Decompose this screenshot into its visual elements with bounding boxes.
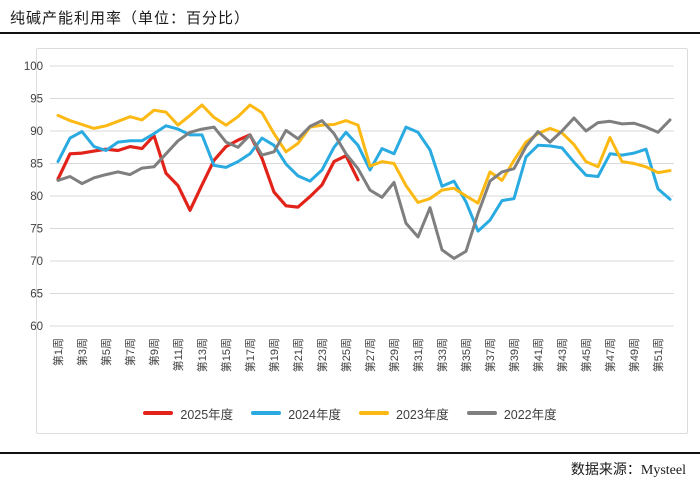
x-tick-label: 第31周 bbox=[411, 338, 425, 372]
y-tick-label: 85 bbox=[30, 159, 43, 171]
legend-item-2023[interactable]: 2023年度 bbox=[359, 404, 449, 423]
x-tick-label: 第45周 bbox=[579, 338, 593, 372]
x-tick-label: 第27周 bbox=[363, 338, 377, 372]
y-tick-label: 70 bbox=[30, 256, 43, 268]
title-divider bbox=[0, 32, 700, 34]
data-source-note: 数据来源：Mysteel bbox=[570, 463, 686, 478]
x-tick-label: 第13周 bbox=[195, 338, 209, 372]
x-tick-label: 第41周 bbox=[531, 338, 545, 372]
legend-label-2025: 2025年度 bbox=[180, 407, 234, 422]
footer-divider bbox=[0, 452, 700, 454]
y-tick-label: 95 bbox=[30, 94, 43, 106]
x-tick-label: 第21周 bbox=[291, 338, 305, 372]
x-tick-label: 第1周 bbox=[51, 338, 65, 366]
x-tick-label: 第7周 bbox=[123, 338, 137, 366]
y-tick-label: 90 bbox=[30, 126, 43, 138]
legend-swatch-2024 bbox=[251, 411, 282, 415]
series-line-2022年度 bbox=[56, 116, 672, 260]
x-tick-label: 第5周 bbox=[99, 338, 113, 366]
legend-label-2024: 2024年度 bbox=[288, 407, 341, 422]
legend-swatch-2022 bbox=[466, 411, 497, 415]
series-line-2023年度 bbox=[56, 103, 672, 205]
legend-item-2024[interactable]: 2024年度 bbox=[251, 404, 341, 423]
y-tick-label: 100 bbox=[24, 61, 43, 73]
x-tick-label: 第47周 bbox=[603, 338, 617, 372]
legend-label-2022: 2022年度 bbox=[503, 407, 557, 422]
x-tick-label: 第23周 bbox=[315, 338, 329, 372]
legend-item-2022[interactable]: 2022年度 bbox=[466, 404, 557, 423]
legend-swatch-2023 bbox=[359, 411, 389, 415]
x-tick-label: 第43周 bbox=[555, 338, 569, 372]
x-tick-label: 第29周 bbox=[387, 338, 401, 372]
page-title: 纯碱产能利用率（单位：百分比） bbox=[10, 11, 251, 27]
x-tick-label: 第35周 bbox=[459, 338, 473, 372]
chart-legend: 2025年度 2024年度 2023年度 2022年度 bbox=[0, 402, 700, 424]
x-tick-label: 第17周 bbox=[243, 338, 257, 372]
x-tick-label: 第15周 bbox=[219, 338, 233, 372]
legend-item-2025[interactable]: 2025年度 bbox=[143, 404, 233, 423]
series-line-2024年度 bbox=[56, 124, 672, 233]
legend-label-2023: 2023年度 bbox=[396, 407, 449, 422]
x-tick-label: 第49周 bbox=[627, 338, 641, 372]
y-tick-label: 65 bbox=[30, 289, 43, 301]
y-tick-label: 80 bbox=[30, 191, 43, 203]
x-tick-label: 第9周 bbox=[147, 338, 161, 366]
x-tick-label: 第19周 bbox=[267, 338, 281, 372]
x-tick-label: 第33周 bbox=[435, 338, 449, 372]
x-tick-label: 第37周 bbox=[483, 338, 497, 372]
x-tick-label: 第11周 bbox=[171, 338, 185, 371]
chart-frame bbox=[36, 48, 688, 434]
y-tick-label: 75 bbox=[30, 224, 43, 236]
x-tick-label: 第51周 bbox=[651, 338, 665, 372]
x-tick-label: 第3周 bbox=[75, 338, 89, 366]
x-tick-label: 第39周 bbox=[507, 338, 521, 372]
x-tick-label: 第25周 bbox=[339, 338, 353, 372]
legend-swatch-2025 bbox=[143, 411, 174, 415]
y-tick-label: 60 bbox=[30, 321, 43, 333]
